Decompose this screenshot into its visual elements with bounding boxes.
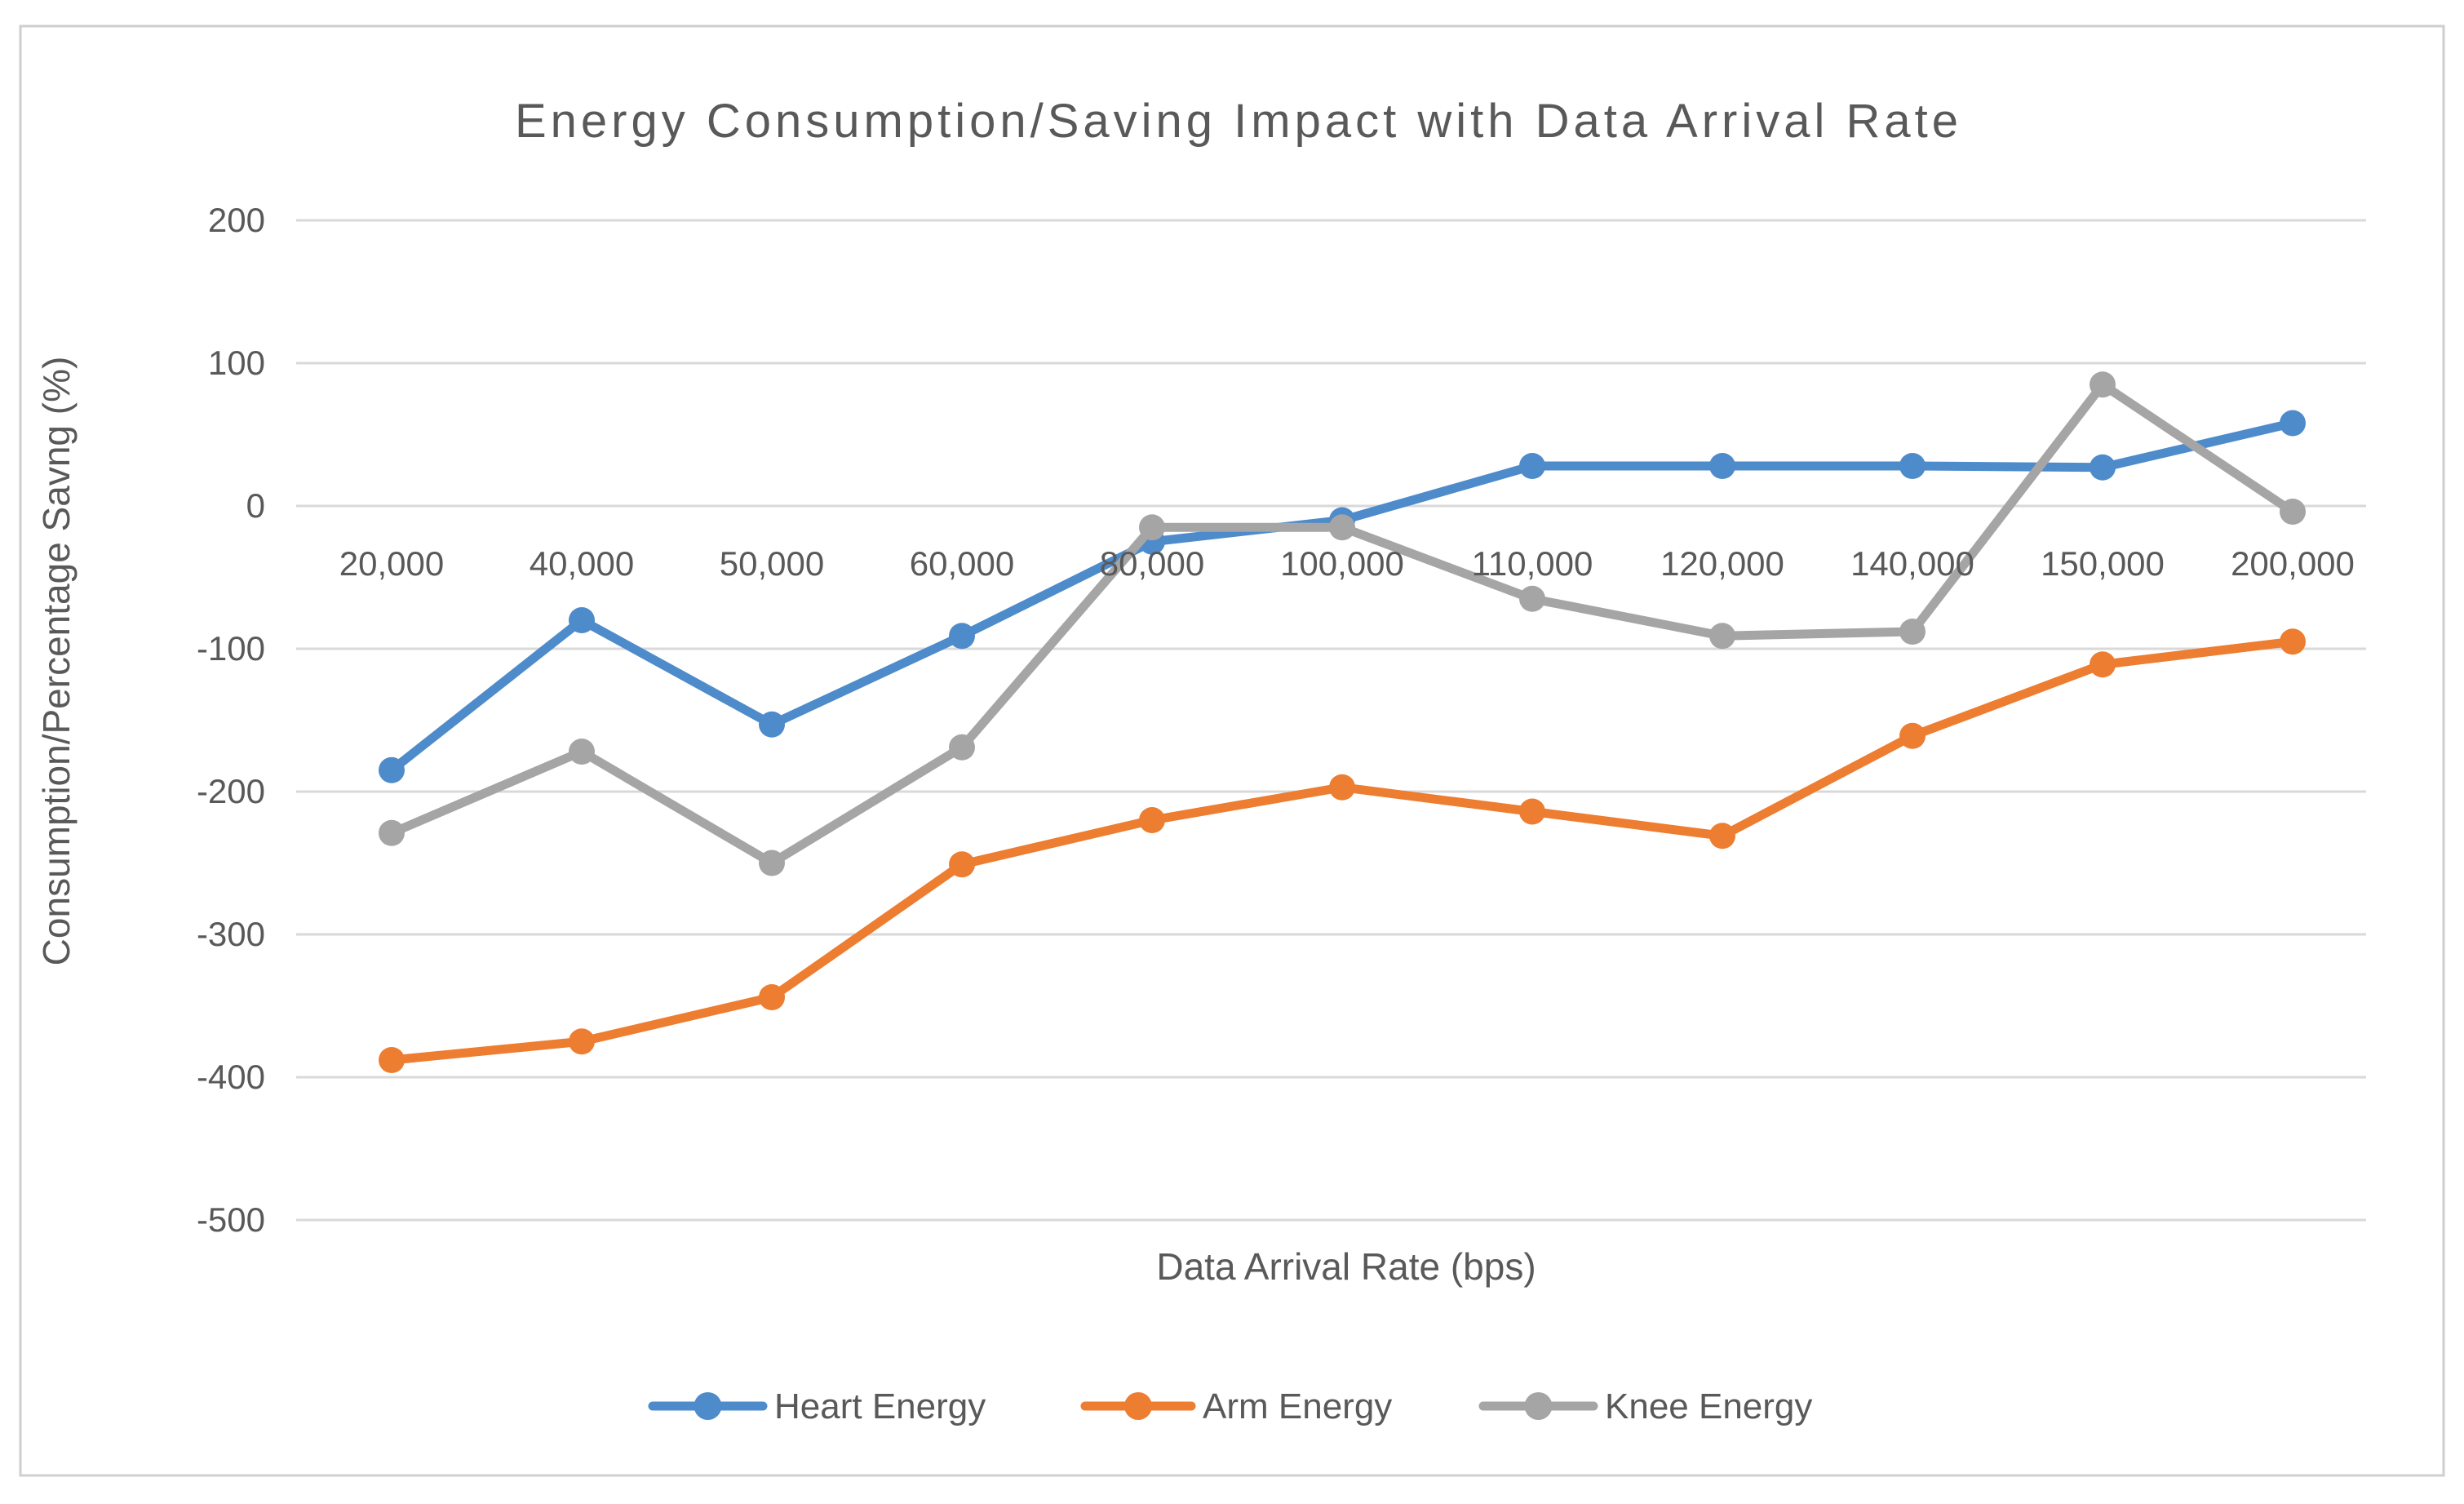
- x-tick-label: 100,000: [1280, 544, 1404, 583]
- chart-title: Energy Consumption/Saving Impact with Da…: [515, 95, 1962, 148]
- data-point-marker: [1899, 453, 1926, 479]
- data-point-marker: [569, 1028, 595, 1055]
- data-point-marker: [1329, 774, 1355, 801]
- data-point-marker: [1519, 585, 1545, 612]
- x-tick-label: 40,000: [530, 544, 634, 583]
- data-point-marker: [759, 984, 785, 1010]
- data-point-marker: [759, 711, 785, 738]
- x-tick-label: 60,000: [910, 544, 1014, 583]
- x-tick-label: 80,000: [1100, 544, 1204, 583]
- series-arm-energy: [379, 628, 2306, 1073]
- legend-label: Knee Energy: [1605, 1386, 1812, 1426]
- x-tick-label: 140,000: [1850, 544, 1974, 583]
- legend-item-knee-energy: Knee Energy: [1478, 1386, 1812, 1426]
- y-tick-label: 100: [208, 344, 265, 382]
- y-tick-label: -500: [197, 1200, 265, 1239]
- x-axis-tick-labels: 20,000 40,000 50,000 60,000 80,000 100,000 110…: [339, 544, 2355, 583]
- data-point-marker: [1709, 623, 1735, 650]
- legend-label: Heart Energy: [774, 1386, 986, 1426]
- data-point-marker: [1709, 453, 1735, 479]
- series-knee-energy: [379, 371, 2306, 876]
- y-tick-label: 0: [246, 486, 265, 525]
- x-tick-label: 110,000: [1472, 544, 1593, 583]
- legend-label: Arm Energy: [1203, 1386, 1392, 1426]
- legend-marker-dot: [1124, 1392, 1152, 1420]
- data-point-marker: [379, 819, 405, 846]
- legend-marker-dot: [694, 1392, 722, 1420]
- data-point-marker: [2090, 454, 2116, 481]
- data-point-marker: [1899, 722, 1926, 749]
- data-point-marker: [569, 607, 595, 633]
- x-tick-label: 150,000: [2041, 544, 2165, 583]
- data-point-marker: [2090, 371, 2116, 398]
- legend: Heart Energy Arm Energy Knee Energy: [648, 1386, 1812, 1426]
- legend-item-heart-energy: Heart Energy: [648, 1386, 986, 1426]
- data-point-marker: [1139, 514, 1165, 541]
- data-point-marker: [949, 851, 975, 878]
- y-axis-title: Consumption/Percentage Savng (%): [35, 357, 78, 966]
- y-tick-label: 200: [208, 201, 265, 239]
- y-tick-label: -100: [197, 629, 265, 668]
- legend-item-arm-energy: Arm Energy: [1080, 1386, 1392, 1426]
- data-point-marker: [759, 850, 785, 876]
- chart-frame: [19, 24, 2445, 1477]
- x-axis-title: Data Arrival Rate (bps): [1156, 1245, 1536, 1288]
- x-tick-label: 20,000: [339, 544, 444, 583]
- data-point-marker: [949, 623, 975, 650]
- data-point-marker: [949, 734, 975, 761]
- y-tick-label: -300: [197, 915, 265, 953]
- data-point-marker: [379, 756, 405, 783]
- data-point-marker: [2280, 499, 2306, 525]
- x-tick-label: 200,000: [2231, 544, 2355, 583]
- series-layer: [379, 371, 2306, 1073]
- legend-marker-dot: [1524, 1392, 1553, 1420]
- x-tick-label: 50,000: [720, 544, 824, 583]
- data-point-marker: [1899, 619, 1926, 645]
- data-point-marker: [569, 739, 595, 765]
- data-point-marker: [1519, 453, 1545, 479]
- data-point-marker: [2090, 651, 2116, 678]
- data-point-marker: [1139, 807, 1165, 833]
- data-point-marker: [2280, 628, 2306, 655]
- x-tick-label: 120,000: [1660, 544, 1784, 583]
- y-tick-label: -400: [197, 1058, 265, 1096]
- data-point-marker: [1709, 823, 1735, 850]
- data-point-marker: [2280, 410, 2306, 437]
- data-point-marker: [379, 1047, 405, 1073]
- y-axis-tick-labels: 200 100 0 -100 -200 -300 -400 -500: [197, 201, 265, 1239]
- y-tick-label: -200: [197, 772, 265, 810]
- data-point-marker: [1329, 514, 1355, 541]
- data-point-marker: [1519, 798, 1545, 825]
